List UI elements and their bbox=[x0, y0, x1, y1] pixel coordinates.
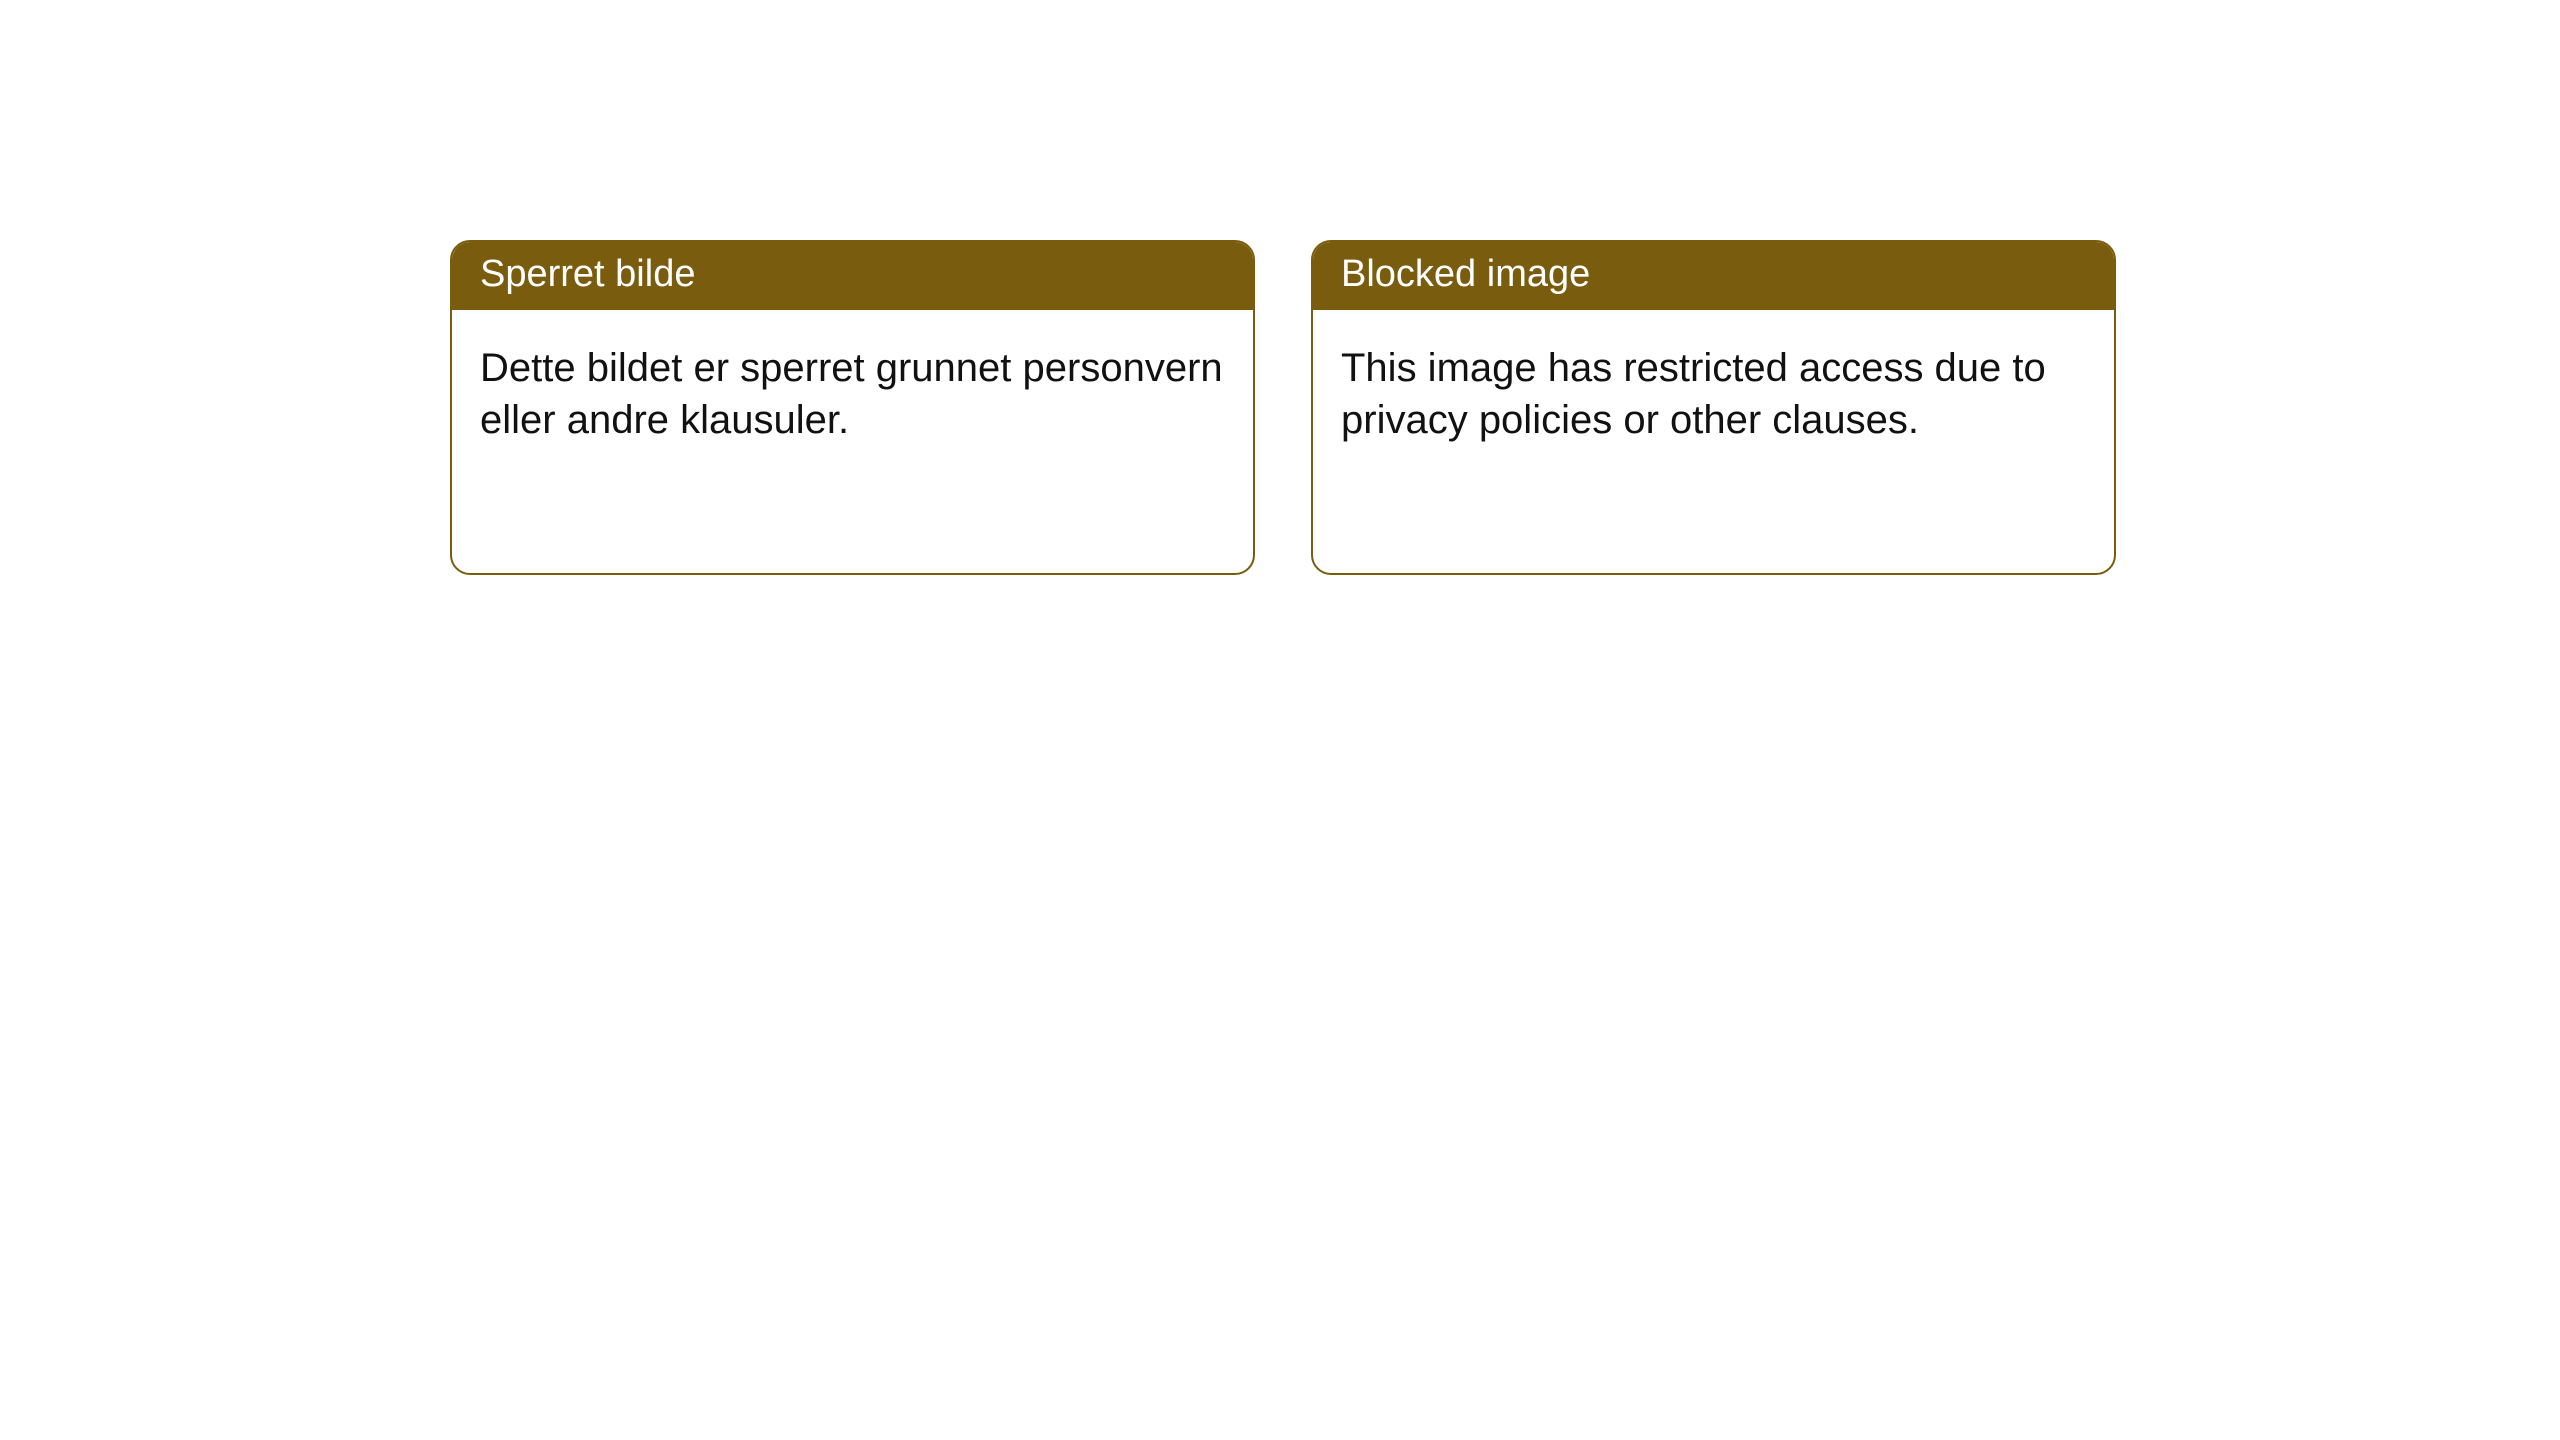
notice-title: Blocked image bbox=[1341, 253, 1590, 295]
notice-header: Blocked image bbox=[1313, 242, 2114, 310]
notice-body: Dette bildet er sperret grunnet personve… bbox=[452, 310, 1253, 478]
notice-body-text: This image has restricted access due to … bbox=[1341, 346, 2046, 442]
notice-header: Sperret bilde bbox=[452, 242, 1253, 310]
notice-box-norwegian: Sperret bilde Dette bildet er sperret gr… bbox=[450, 240, 1255, 575]
notice-body-text: Dette bildet er sperret grunnet personve… bbox=[480, 346, 1223, 442]
notice-title: Sperret bilde bbox=[480, 253, 695, 295]
notice-body: This image has restricted access due to … bbox=[1313, 310, 2114, 478]
notice-box-english: Blocked image This image has restricted … bbox=[1311, 240, 2116, 575]
notice-container: Sperret bilde Dette bildet er sperret gr… bbox=[0, 0, 2560, 575]
